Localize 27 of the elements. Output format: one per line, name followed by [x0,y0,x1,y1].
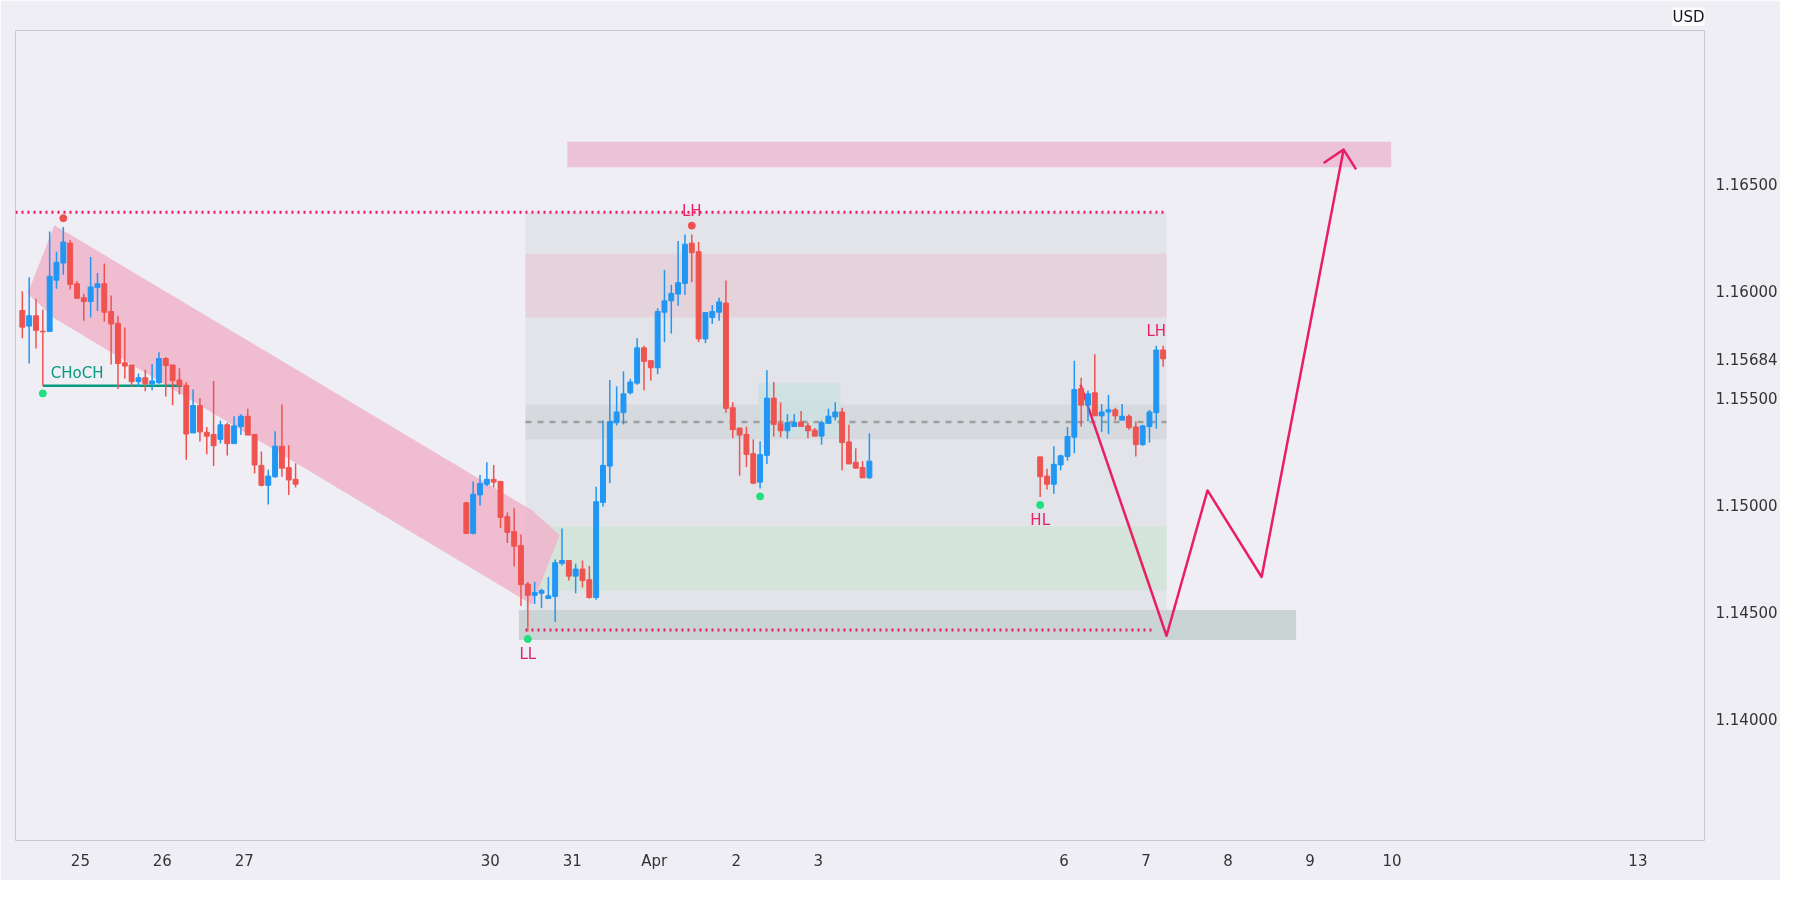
annotation: LH [1146,321,1167,340]
x-tick-label: 27 [234,851,254,870]
annotation: LH [681,201,702,220]
x-tick-label: 31 [562,851,582,870]
annotation: LL [519,644,537,663]
x-tick-label: 3 [813,851,823,870]
x-tick-label: 8 [1223,851,1233,870]
x-tick-label: 13 [1628,851,1648,870]
x-tick-label: Apr [641,851,669,870]
x-tick-label: 30 [480,851,500,870]
y-tick-label: 1.15000 [1715,496,1778,515]
annotation: HL [1030,510,1051,529]
y-tick-label: 1.16500 [1715,176,1778,195]
y-tick-label: 1.15684 [1715,350,1778,369]
x-tick-label: 2 [731,851,741,870]
y-tick-label: 1.15500 [1715,390,1778,409]
x-tick-label: 26 [152,851,172,870]
series-label: CHoCH [50,363,104,382]
y-axis-title: USD [1672,7,1705,26]
x-tick-label: 25 [70,851,90,870]
y-tick-label: 1.14000 [1715,710,1778,729]
y-tick-label: 1.16000 [1715,283,1778,302]
x-tick-label: 9 [1305,851,1315,870]
y-tick-label: 1.14500 [1715,603,1778,622]
x-tick-label: 6 [1059,851,1069,870]
x-tick-label: 10 [1382,851,1402,870]
x-tick-label: 7 [1141,851,1151,870]
